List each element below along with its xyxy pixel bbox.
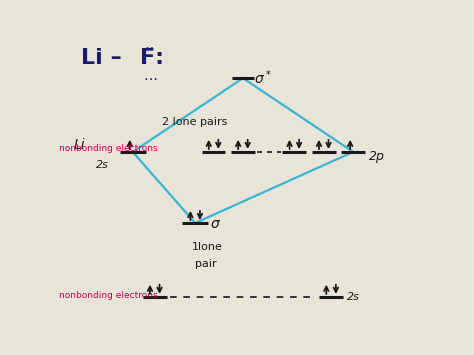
Text: …: … (144, 69, 158, 82)
Text: Li: Li (74, 138, 86, 152)
Text: F̈:: F̈: (140, 49, 164, 69)
Text: Li –: Li – (82, 49, 130, 69)
Text: 2 lone pairs: 2 lone pairs (162, 116, 228, 127)
Text: $\sigma^*$: $\sigma^*$ (254, 68, 272, 87)
Text: 2s: 2s (96, 160, 109, 170)
Text: $\sigma$: $\sigma$ (210, 218, 221, 231)
Text: pair: pair (195, 259, 217, 269)
Text: nonbonding electrons: nonbonding electrons (59, 291, 158, 300)
Text: 2p: 2p (369, 150, 384, 163)
Text: 1lone: 1lone (191, 242, 222, 252)
Text: 2s: 2s (346, 291, 360, 301)
Text: nonbonding electrons: nonbonding electrons (59, 143, 158, 153)
